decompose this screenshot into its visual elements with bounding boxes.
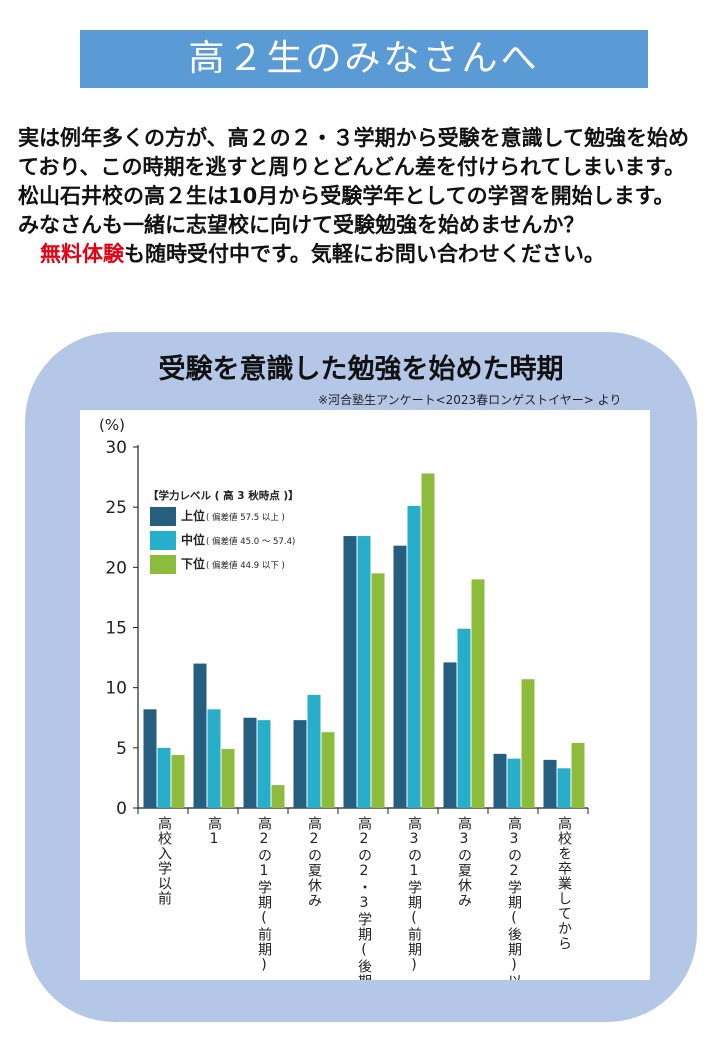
y-axis-label: (%)	[99, 416, 125, 434]
legend-swatch	[150, 531, 176, 550]
bar	[357, 536, 371, 808]
bar	[571, 743, 585, 808]
chart-title: 受験を意識した勉強を始めた時期	[158, 354, 564, 385]
bar	[543, 759, 557, 808]
chart-source: ※河合塾生アンケート<2023春ロンゲストイヤー> より	[318, 393, 622, 407]
y-tick-label: 5	[116, 739, 127, 759]
legend-swatch	[150, 555, 176, 574]
bar	[507, 758, 521, 808]
intro-text: 実は例年多くの方が、高２の２・３学期から受験を意識して勉強を始めており、この時期…	[18, 124, 708, 269]
x-tick-label: 高2の1学期(前期)	[256, 815, 272, 974]
intro-line-4-rest: も随時受付中です。気軽にお問い合わせください。	[124, 242, 605, 266]
bar	[293, 720, 307, 808]
y-tick-label: 30	[105, 438, 127, 458]
bar	[243, 717, 257, 808]
bar	[207, 709, 221, 808]
y-tick-label: 15	[105, 619, 127, 639]
bar	[557, 768, 571, 808]
bar	[493, 753, 507, 808]
bar	[471, 579, 485, 808]
x-tick-label: 高3の夏休み	[456, 815, 472, 908]
bar	[171, 755, 185, 808]
intro-line-1: 実は例年多くの方が、高２の２・３学期から受験を意識して勉強を始めており、この時期…	[18, 126, 689, 179]
free-trial-highlight: 無料体験	[40, 242, 124, 266]
bar	[307, 694, 321, 808]
bar	[457, 628, 471, 808]
intro-line-4: 無料体験も随時受付中です。気軽にお問い合わせください。	[18, 240, 708, 269]
legend-entry-note: ( 偏差値 57.5 以上 )	[206, 512, 285, 523]
x-tick-label: 高校入学以前	[156, 815, 172, 906]
y-tick-label: 0	[116, 799, 127, 819]
legend-entry-note: ( 偏差値 44.9 以下 )	[206, 560, 285, 571]
legend-entry: 上位	[181, 508, 205, 523]
bar	[421, 473, 435, 808]
bar	[343, 536, 357, 808]
intro-line-2: 松山石井校の高２生は10月から受験学年としての学習を開始します。	[18, 184, 675, 208]
chart-box: (%) 0 5 10 15 20 25 30 高校入学以前 高1 高2の1学期(前期) 高2の夏休み 高…	[80, 410, 650, 1006]
y-tick-label: 20	[105, 558, 127, 578]
bar	[407, 505, 421, 808]
legend-title: 【学力レベル ( 高 3 秋時点 )】	[148, 489, 299, 502]
bar	[157, 747, 171, 808]
x-tick-label: 高校を卒業してから	[556, 815, 572, 951]
x-tick-label: 高1	[206, 815, 222, 848]
bar	[371, 573, 385, 808]
bar	[257, 720, 271, 808]
bar	[271, 785, 285, 808]
bar	[393, 545, 407, 808]
x-tick-label: 高2の夏休み	[306, 815, 322, 908]
legend-entry-note: ( 偏差値 45.0 〜 57.4)	[206, 536, 295, 547]
bar	[443, 662, 457, 808]
bar	[321, 732, 335, 808]
x-tick-label: 高3の1学期(前期)	[406, 815, 422, 974]
legend-entry: 中位	[181, 532, 205, 547]
intro-line-3: みなさんも一緒に志望校に向けて受験勉強を始めませんか？	[18, 213, 585, 237]
y-tick-label: 25	[105, 498, 127, 518]
legend-swatch	[150, 507, 176, 526]
y-tick-label: 10	[105, 679, 127, 699]
page-banner: 高２生のみなさんへ	[80, 30, 648, 88]
x-tick-label: 高2の2・3学期(後期)	[356, 815, 372, 980]
x-tick-label: 高3の2学期(後期)以降	[506, 815, 522, 980]
legend-entry: 下位	[181, 556, 205, 571]
bar-chart: (%) 0 5 10 15 20 25 30 高校入学以前 高1 高2の1学期(前期) 高2の夏休み 高…	[99, 416, 589, 1006]
bar	[193, 663, 207, 808]
bar	[143, 709, 157, 808]
bar	[221, 749, 235, 808]
bar	[521, 679, 535, 808]
